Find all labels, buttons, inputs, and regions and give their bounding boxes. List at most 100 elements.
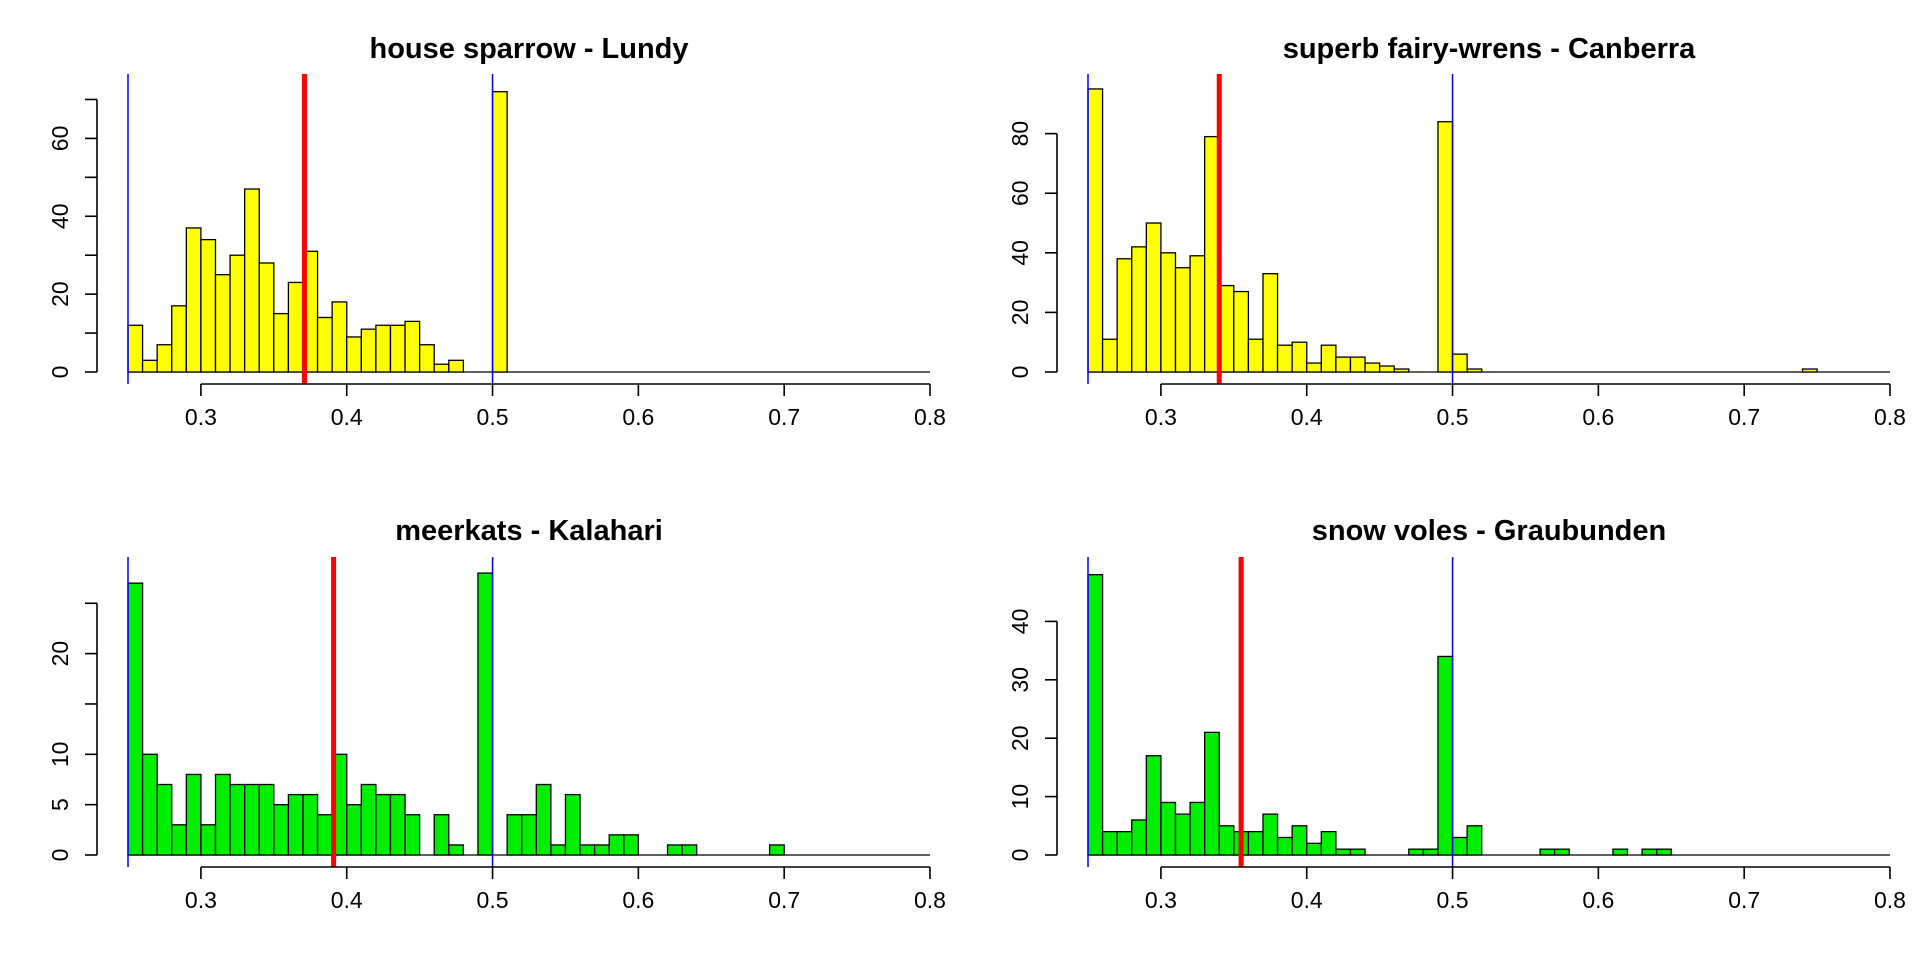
histogram-bar (244, 188, 260, 373)
histogram-bar (185, 773, 202, 856)
y-tick-label: 60 (47, 126, 73, 152)
histogram-bar (1393, 368, 1410, 373)
histogram-bar (608, 834, 625, 856)
panel-title: meerkats - Kalahari (395, 515, 663, 547)
histogram-bar (1160, 801, 1177, 856)
x-tick-label: 0.6 (1582, 404, 1614, 430)
histogram-bar (156, 783, 173, 856)
x-tick-label: 0.3 (185, 887, 217, 913)
x-tick-label: 0.7 (768, 404, 800, 430)
histogram-bar (1641, 848, 1658, 856)
histogram-bar (1335, 356, 1352, 373)
histogram-bar (127, 582, 144, 856)
histogram-bar (375, 793, 392, 856)
histogram-bar (1174, 813, 1191, 856)
histogram-bar (346, 336, 362, 373)
histogram-bar (666, 844, 683, 856)
x-tick-label: 0.6 (1582, 887, 1614, 913)
histogram-bar (1320, 830, 1337, 856)
y-tick-label: 30 (1007, 667, 1033, 693)
histogram-bar (506, 814, 523, 856)
y-tick-label: 0 (1007, 366, 1033, 379)
histogram-bar (360, 328, 377, 373)
histogram-bar (1262, 273, 1279, 373)
histogram-bar (448, 359, 465, 373)
histogram-bar (593, 844, 610, 856)
histogram-bar (1612, 848, 1629, 856)
histogram-bar (287, 793, 304, 856)
histogram-bar (1145, 222, 1162, 373)
histogram-bar (1437, 121, 1454, 373)
x-tick-label: 0.4 (331, 887, 363, 913)
x-tick-label: 0.6 (622, 887, 654, 913)
histogram-bar (448, 844, 465, 856)
histogram-bar (550, 844, 567, 856)
histogram-bar (1247, 830, 1264, 856)
histogram-bar (1291, 341, 1308, 373)
histogram-bar (768, 844, 785, 856)
histogram-bar (1451, 353, 1468, 373)
histogram-bar (1437, 655, 1454, 856)
histogram-bar (521, 814, 537, 856)
histogram-bar (1116, 258, 1133, 373)
x-tick-label: 0.5 (1437, 887, 1469, 913)
histogram-panel-1: house sparrow - Lundy 0.3 0.4 0.5 0.6 0.7 0.8 0… (47, 33, 946, 430)
histogram-bar (418, 344, 435, 373)
histogram-bar (244, 783, 260, 856)
x-tick-label: 0.8 (1874, 887, 1906, 913)
histogram-bar (1174, 267, 1191, 373)
histogram-bar (346, 804, 362, 856)
histogram-bar (171, 824, 187, 856)
histogram-bar (1233, 290, 1250, 373)
histogram-bar (214, 773, 231, 856)
histogram-bar (1335, 848, 1352, 856)
histogram-bar (1320, 344, 1337, 373)
x-tick-label: 0.6 (622, 404, 654, 430)
histogram-bar (229, 783, 246, 856)
y-tick-label: 0 (1007, 849, 1033, 862)
histogram-bar (1349, 848, 1366, 856)
histogram-bar (1262, 813, 1279, 856)
histogram-bar (302, 793, 319, 856)
histogram-bar (200, 238, 217, 373)
histogram-bar (1276, 836, 1293, 856)
histogram-bar (1276, 344, 1293, 373)
histogram-bar (1291, 825, 1308, 856)
histogram-bar (127, 324, 144, 373)
histogram-bar (433, 814, 450, 856)
histogram-bar (623, 834, 640, 856)
histogram-bar (1087, 574, 1104, 856)
y-tick-label: 40 (47, 203, 73, 229)
histogram-bar (273, 312, 290, 373)
histogram-bar (141, 359, 158, 373)
x-tick-label: 0.8 (914, 404, 946, 430)
histogram-bar (681, 844, 698, 856)
histogram-bar (214, 274, 231, 373)
y-tick-label: 5 (47, 798, 73, 811)
y-tick-label: 20 (47, 641, 73, 667)
histogram-bar (433, 363, 450, 373)
histogram-bar (1116, 830, 1133, 856)
x-tick-label: 0.5 (1437, 404, 1469, 430)
histogram-bar (404, 814, 421, 856)
panel-title: superb fairy-wrens - Canberra (1283, 33, 1696, 65)
histogram-bar (258, 783, 275, 856)
histogram-bar (535, 783, 552, 856)
x-tick-label: 0.4 (331, 404, 363, 430)
y-tick-label: 20 (47, 281, 73, 307)
x-tick-label: 0.7 (1728, 404, 1760, 430)
histogram-panel-2: superb fairy-wrens - Canberra 0.3 0.4 0.5 0.… (1007, 33, 1906, 430)
y-tick-label: 40 (1007, 240, 1033, 266)
panel-title: house sparrow - Lundy (369, 33, 688, 65)
panel-title: snow voles - Graubunden (1312, 515, 1667, 547)
y-tick-label: 10 (1007, 784, 1033, 810)
x-tick-label: 0.7 (1728, 887, 1760, 913)
histogram-bar (141, 753, 158, 856)
histogram-bar (1145, 755, 1162, 856)
histogram-bar (331, 301, 348, 373)
histogram-bar (1218, 825, 1235, 856)
histogram-bar (1349, 356, 1366, 373)
histogram-bar (1306, 842, 1322, 856)
histogram-bar (287, 281, 304, 373)
